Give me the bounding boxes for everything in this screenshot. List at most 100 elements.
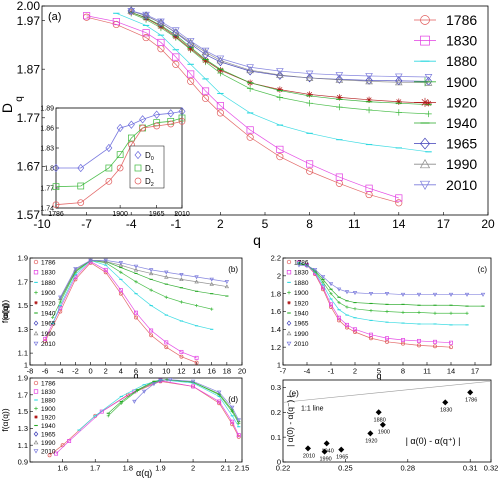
legend-marker-1965 bbox=[420, 137, 430, 150]
panel-e: 0.22 0.25 0.28 0.31 0.32 0 0.1 0.2 0.3 1:1 line 17… bbox=[271, 379, 499, 473]
point-label-1920: 1920 bbox=[365, 438, 377, 444]
data-point-1830 bbox=[236, 433, 241, 438]
legend-label-2010: 2010 bbox=[41, 341, 56, 348]
data-point-1900 bbox=[336, 103, 343, 111]
data-point-1830 bbox=[353, 327, 357, 332]
y-tick-label: 0 bbox=[277, 458, 281, 467]
x-tick-label: 0.31 bbox=[463, 464, 478, 473]
legend-marker-2010 bbox=[286, 341, 292, 347]
data-point-2010 bbox=[312, 267, 318, 272]
point-label-1786: 1786 bbox=[465, 397, 477, 403]
plot-frame bbox=[282, 379, 492, 463]
data-point-1990 bbox=[118, 262, 124, 267]
legend-marker-1900 bbox=[287, 290, 291, 295]
legend-label-1965: 1965 bbox=[41, 432, 56, 439]
y-tick-label: 0.2 bbox=[271, 408, 281, 417]
y-tick-label: 1.6 bbox=[271, 307, 281, 316]
data-point-2010 bbox=[157, 18, 165, 26]
data-point-2010 bbox=[141, 389, 147, 394]
series-line-1830 bbox=[86, 15, 399, 199]
data-point-2010 bbox=[103, 258, 108, 263]
data-point-1786 bbox=[433, 344, 437, 349]
data-point-1786 bbox=[201, 94, 210, 102]
data-point-1786 bbox=[179, 354, 184, 359]
series-line-1900 bbox=[131, 12, 429, 115]
data-point-1830 bbox=[83, 12, 91, 20]
data-point-2010 bbox=[186, 38, 195, 45]
point-label-1990: 1990 bbox=[319, 457, 331, 463]
data-point-1830 bbox=[187, 70, 195, 78]
data-point-1920 bbox=[276, 86, 284, 93]
data-point-2010 bbox=[88, 258, 93, 263]
data-point-1830 bbox=[194, 355, 199, 360]
data-point-1990 bbox=[172, 28, 180, 36]
y-tick-label: 1.3 bbox=[18, 424, 28, 433]
data-point-1786 bbox=[47, 453, 52, 458]
x-tick-label: -7 bbox=[81, 217, 92, 231]
legend-label-1940: 1940 bbox=[41, 311, 56, 318]
legend-label-1900: 1900 bbox=[41, 406, 56, 413]
x-tick-label: 6 bbox=[134, 367, 138, 376]
data-point-1786 bbox=[142, 34, 150, 42]
series-line-1786 bbox=[298, 262, 452, 348]
data-point-1900 bbox=[337, 300, 341, 305]
x-tick-label: -4 bbox=[57, 367, 64, 376]
y-tick-label: 0.9 bbox=[18, 458, 28, 467]
series-line-1940 bbox=[131, 11, 429, 106]
data-point-1830 bbox=[149, 328, 154, 333]
x-tick-label: -7 bbox=[280, 367, 287, 376]
legend-marker-1990 bbox=[419, 158, 431, 169]
legend-label-1830: 1830 bbox=[41, 389, 56, 396]
data-point-2010 bbox=[304, 264, 310, 269]
series-line-1786 bbox=[49, 380, 240, 456]
x-tick-label: 11 bbox=[423, 367, 431, 376]
data-point-2010 bbox=[384, 292, 390, 296]
data-point-1900 bbox=[119, 270, 123, 274]
legend-label-1786: 1786 bbox=[41, 260, 56, 267]
legend-marker-2010 bbox=[33, 449, 39, 454]
y-axis-label: f(α(q)) bbox=[0, 300, 10, 323]
legend-label-1830: 1830 bbox=[294, 270, 309, 277]
x-tick-label: 5 bbox=[262, 217, 269, 231]
data-point-D1 bbox=[77, 182, 85, 190]
y-tick-label: 1.86 bbox=[40, 125, 54, 132]
x-tick-label: 2 bbox=[191, 464, 195, 473]
legend-marker-1900 bbox=[34, 290, 38, 295]
data-point-D0 bbox=[153, 110, 161, 119]
data-point-1900 bbox=[134, 280, 138, 284]
data-point-1786 bbox=[401, 341, 405, 346]
data-point-1900 bbox=[179, 300, 184, 304]
point-label-1880: 1880 bbox=[374, 417, 386, 423]
x-tick-label: 1965 bbox=[149, 211, 165, 218]
x-tick-label: 20 bbox=[481, 217, 495, 231]
x-tick-label: -4 bbox=[126, 217, 137, 231]
x-tick-label: 2.15 bbox=[235, 464, 250, 473]
legend-marker-1920 bbox=[34, 415, 38, 419]
legend-marker-2010 bbox=[33, 341, 39, 347]
y-tick-label: 1.9 bbox=[18, 374, 28, 383]
one-to-one-line bbox=[282, 380, 492, 403]
data-point-1990 bbox=[133, 267, 139, 272]
data-point-D1 bbox=[52, 183, 60, 191]
data-point-1830 bbox=[67, 439, 72, 443]
data-point-1900 bbox=[353, 307, 357, 311]
x-tick-label: -8 bbox=[27, 367, 34, 376]
data-point-1786 bbox=[467, 389, 474, 396]
data-point-2010 bbox=[276, 68, 284, 76]
legend-marker-1786 bbox=[33, 259, 39, 265]
plot-frame bbox=[29, 257, 243, 366]
x-tick-label: 0.32 bbox=[484, 464, 499, 473]
x-axis-label: q bbox=[376, 371, 381, 381]
y-tick-label: 1.4 bbox=[271, 325, 281, 334]
data-point-1830 bbox=[164, 340, 169, 345]
data-point-1786 bbox=[118, 291, 123, 296]
data-point-2010 bbox=[73, 267, 78, 272]
data-point-2010 bbox=[142, 11, 150, 19]
data-point-D2 bbox=[178, 117, 186, 125]
legend-label-1786: 1786 bbox=[294, 260, 309, 267]
legend-marker-1830 bbox=[33, 270, 39, 275]
series-line-1830 bbox=[298, 262, 452, 344]
data-point-1830 bbox=[134, 310, 138, 315]
x-tick-label: 0 bbox=[88, 367, 92, 376]
data-point-1830 bbox=[329, 302, 333, 307]
